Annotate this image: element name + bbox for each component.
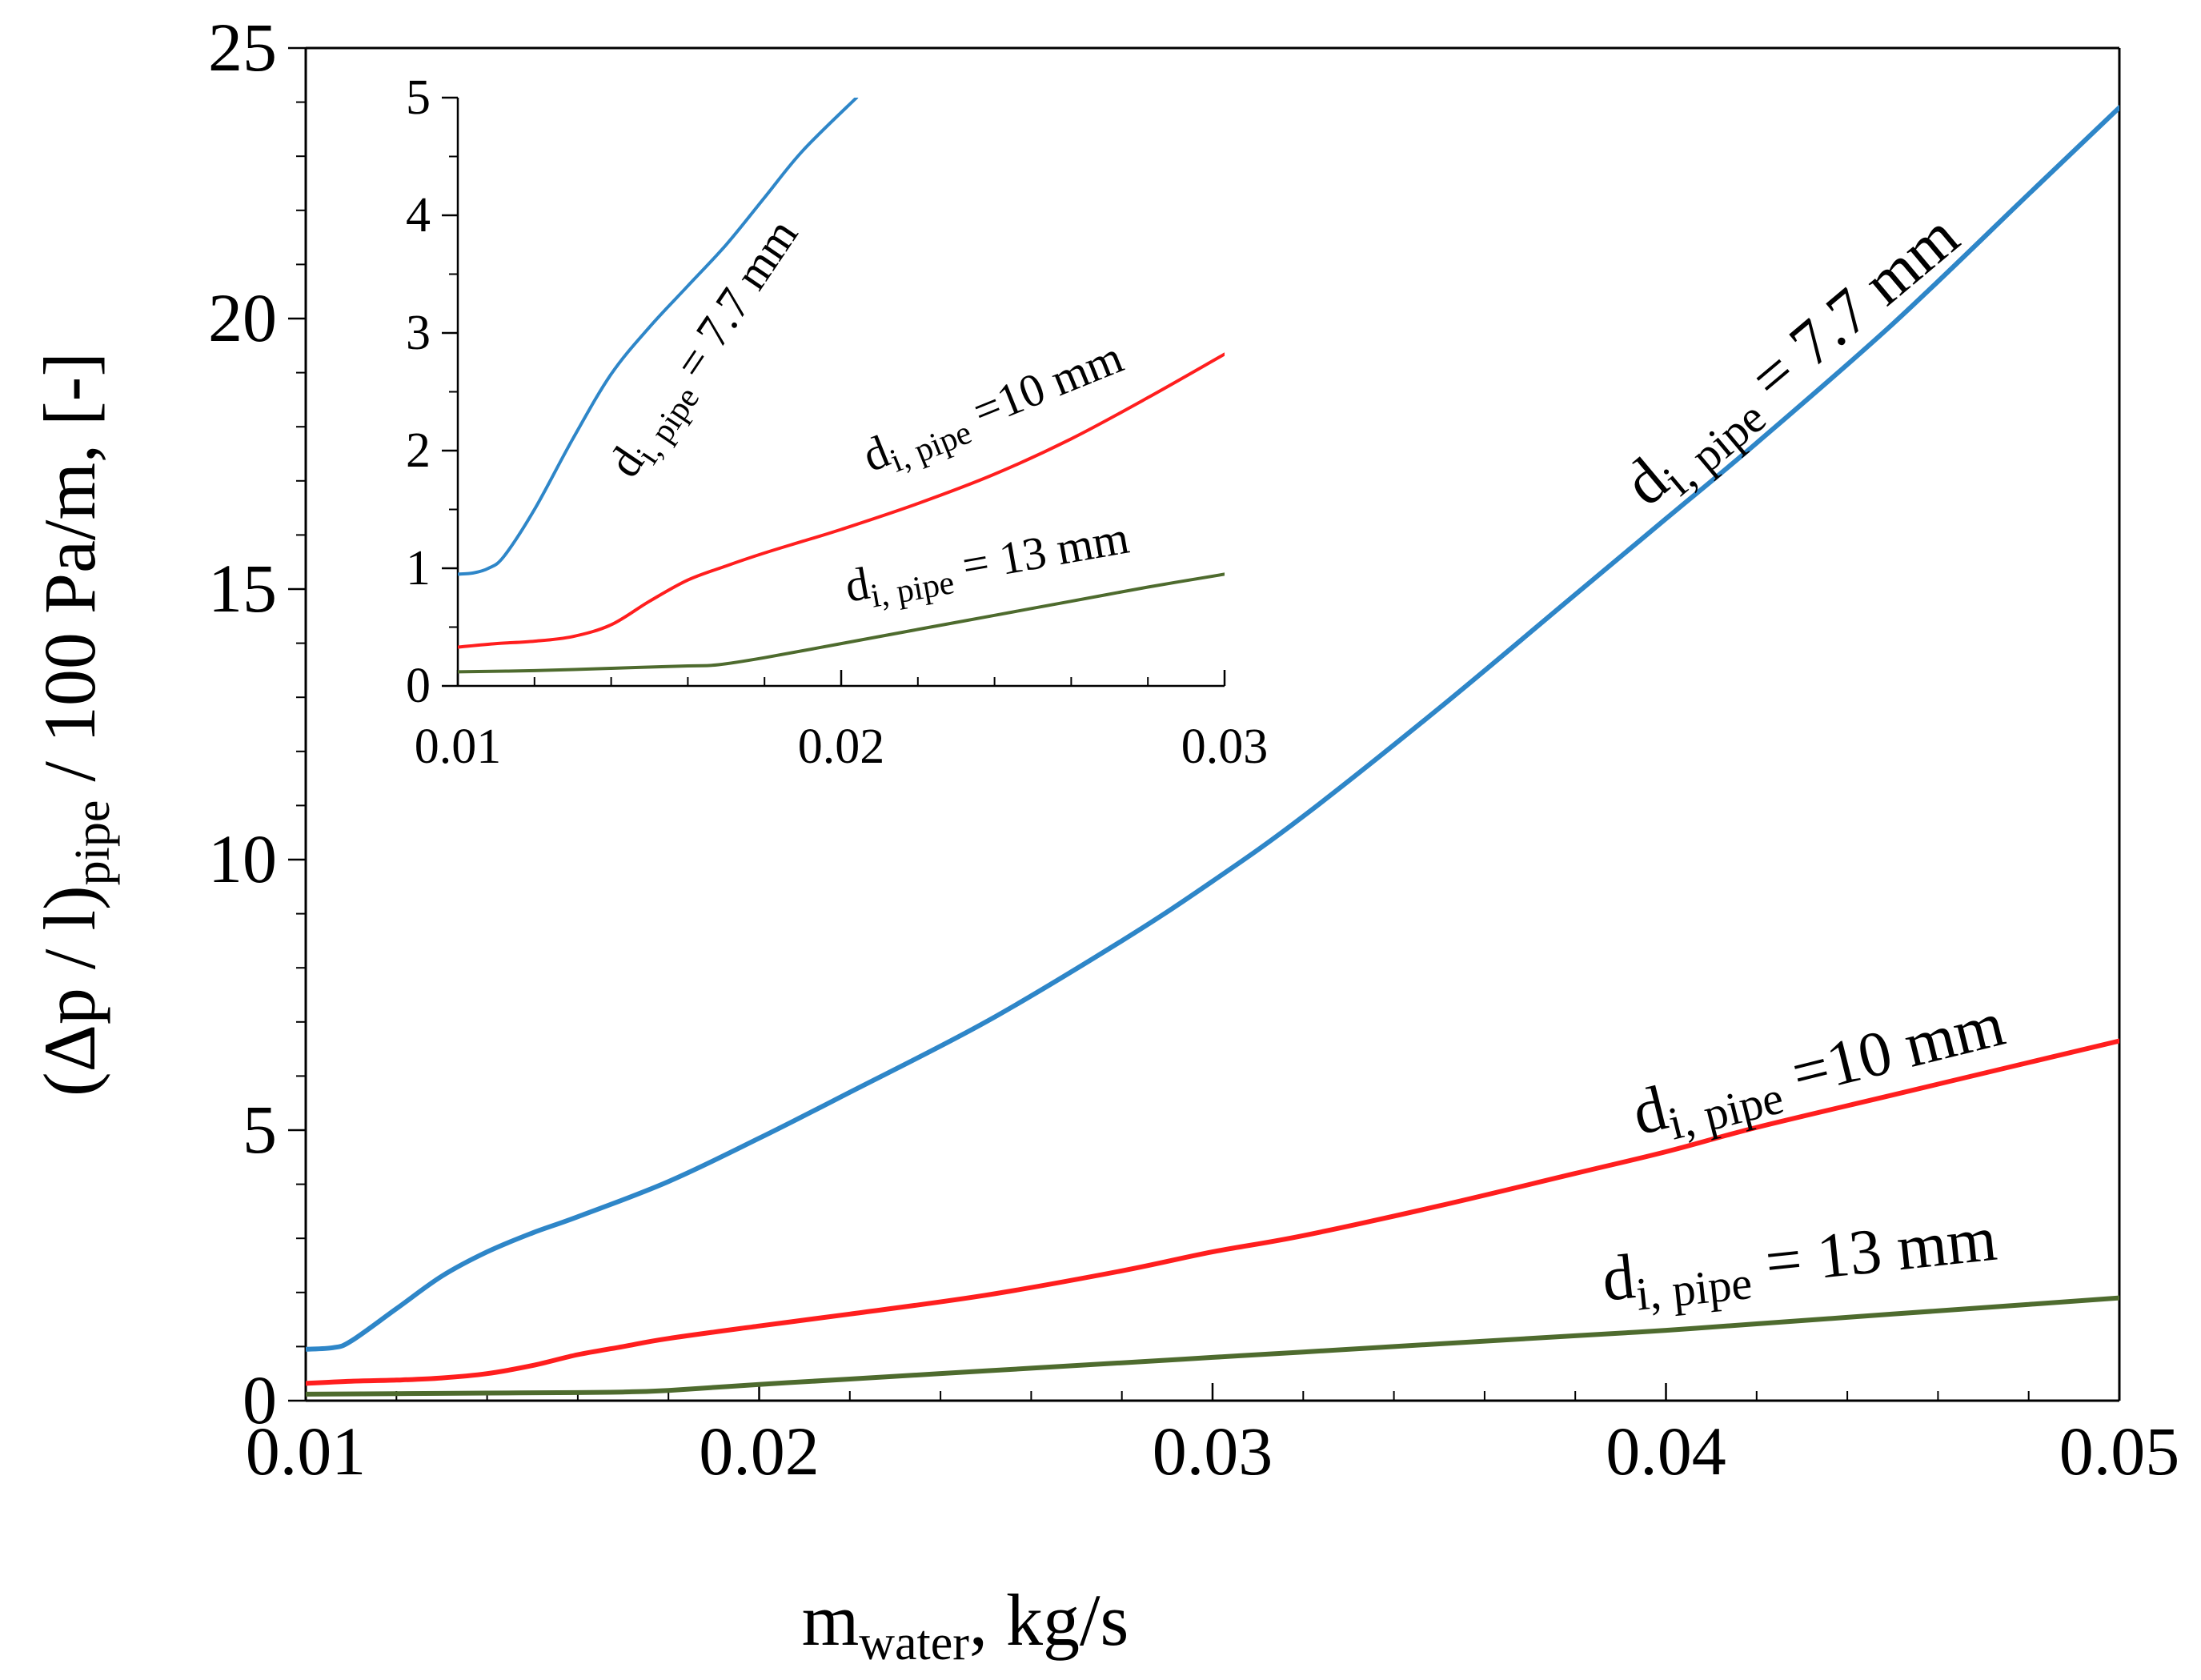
main-label-13mm: di, pipe = 13 mm xyxy=(1599,1204,2001,1324)
inset-label-10mm-text: =10 mm xyxy=(955,331,1130,442)
y-axis-title-sub: pipe xyxy=(66,800,120,886)
inset-series-line-7-7-mm xyxy=(458,98,859,576)
main-x-tick-label: 0.03 xyxy=(1153,1413,1273,1490)
main-x-tick-label: 0.01 xyxy=(246,1413,367,1490)
inset-y-tick-label: 0 xyxy=(406,659,431,713)
main-label-7-7mm: di, pipe = 7.7 mm xyxy=(1611,201,1978,527)
main-y-tick-label: 0 xyxy=(243,1361,277,1438)
inset-series-line-10-mm xyxy=(458,352,1225,649)
main-y-tick-label: 15 xyxy=(208,550,277,627)
inset-y-tick-label: 2 xyxy=(406,423,431,478)
inset-x-tick-label: 0.03 xyxy=(1181,720,1269,774)
main-y-tick-label: 20 xyxy=(208,279,277,356)
x-axis-title-rest: , kg/s xyxy=(969,1579,1129,1661)
inset-y-tick-label: 4 xyxy=(406,188,431,243)
main-x-tick-label: 0.02 xyxy=(699,1413,820,1490)
main-label-10mm: di, pipe =10 mm xyxy=(1626,988,2013,1157)
inset-label-10mm: di, pipe =10 mm xyxy=(856,331,1133,488)
x-axis-title-main: m xyxy=(802,1579,860,1661)
inset-label-13mm-sub: i, pipe xyxy=(868,564,956,615)
main-label-13mm-d: d xyxy=(1599,1241,1638,1315)
main-series-line-13-mm xyxy=(306,1295,2119,1397)
inset-label-13mm-text: = 13 mm xyxy=(947,511,1133,594)
main-label-13mm-text: = 13 mm xyxy=(1746,1204,2000,1300)
y-axis-title-pre: (Δp / l) xyxy=(29,885,110,1097)
inset-x-tick-label: 0.02 xyxy=(798,720,885,774)
x-axis-title-sub: water xyxy=(859,1616,969,1670)
main-label-7-7mm-text: = 7.7 mm xyxy=(1725,201,1972,424)
main-x-tick-label: 0.05 xyxy=(2059,1413,2180,1490)
y-axis-title: (Δp / l)pipe / 100 Pa/m, [-] xyxy=(29,352,120,1097)
main-y-tick-label: 10 xyxy=(208,820,277,897)
main-label-13mm-sub: i, pipe xyxy=(1634,1257,1754,1321)
main-y-tick-label: 5 xyxy=(243,1091,277,1168)
y-axis-title-post: / 100 Pa/m, [-] xyxy=(29,352,110,800)
inset-label-13mm: di, pipe = 13 mm xyxy=(841,511,1134,619)
main-series-group xyxy=(306,105,2119,1397)
inset-label-10mm-sub: i, pipe xyxy=(885,415,977,480)
inset-x-tick-label: 0.01 xyxy=(415,720,502,774)
inset-y-tick-label: 5 xyxy=(406,70,431,125)
inset-y-tick-label: 3 xyxy=(406,306,431,360)
main-series-line-10-mm xyxy=(306,1038,2119,1386)
main-x-tick-label: 0.04 xyxy=(1606,1413,1726,1490)
inset-series-group xyxy=(458,98,1225,674)
inset-series-line-13-mm xyxy=(458,572,1225,674)
main-y-tick-label: 25 xyxy=(208,9,277,86)
main-series-line-7-7-mm xyxy=(306,105,2119,1352)
inset-y-tick-label: 1 xyxy=(406,541,431,595)
x-axis-title: mwater, kg/s xyxy=(802,1579,1129,1670)
